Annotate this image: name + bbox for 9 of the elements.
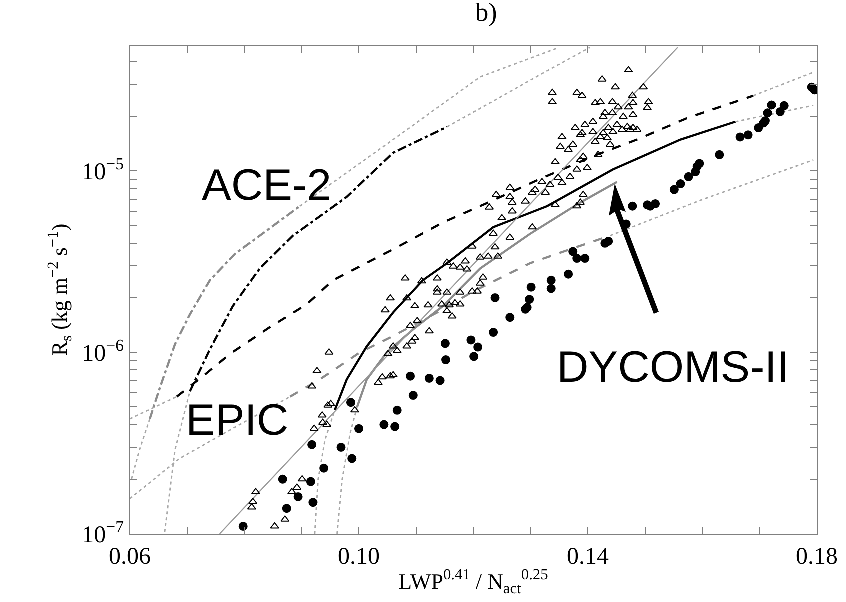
annotation: DYCOMS-II [557, 343, 790, 392]
annotation: ACE-2 [202, 161, 332, 210]
y-tick-label: 10$^{−5}$ [82, 154, 124, 186]
x-tick-label: 0.10 [338, 544, 380, 570]
annotation: EPIC [186, 396, 289, 445]
x-tick-label: 0.18 [796, 544, 838, 570]
chart-title: b) [476, 0, 498, 28]
x-tick-label: 0.14 [567, 544, 609, 570]
y-tick-label: 10$^{−6}$ [82, 336, 124, 367]
